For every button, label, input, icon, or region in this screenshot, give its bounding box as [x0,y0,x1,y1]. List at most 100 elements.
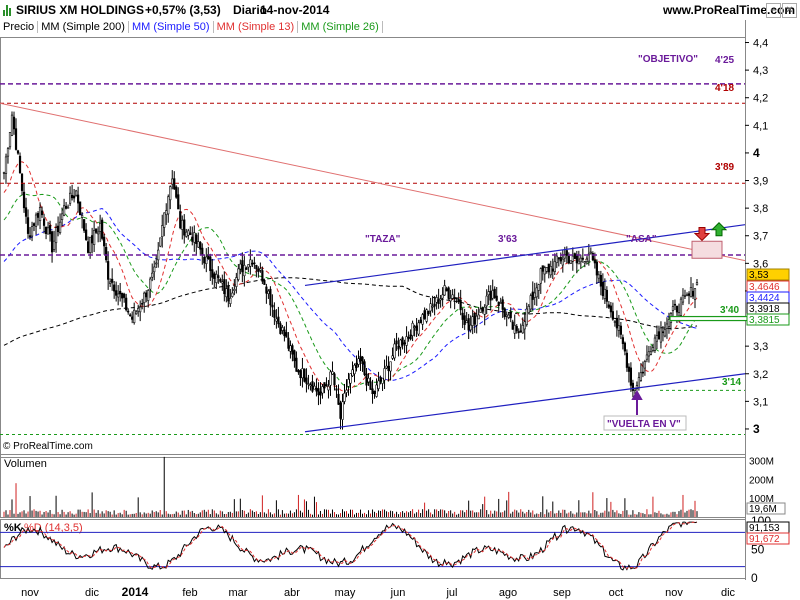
candle-body [563,253,566,259]
candle-body [381,377,384,384]
candle-body [671,306,675,311]
candle-body [319,391,322,396]
candle-body [38,207,42,222]
candle-body [637,377,641,388]
candle-body [283,329,286,337]
candle-body [615,317,618,329]
candle-body [263,279,266,285]
candle-body [343,392,346,402]
candle-body [625,352,628,368]
candle-body [181,219,184,230]
x-tick-label: sep [553,587,571,599]
vuelta-box [603,415,687,431]
candle-body [487,291,490,296]
candle-body [6,148,10,157]
candle-body [451,294,454,299]
candle-body [197,241,200,248]
candle-body [167,196,170,215]
candle-body [553,261,556,272]
candle-body [545,267,548,272]
indicator-legend: Precio MM (Simple 200) MM (Simple 50) MM (S… [0,21,383,36]
candle-body [655,335,659,342]
candle-body [633,388,637,391]
x-tick-label: may [335,587,356,599]
y-tick-label: 3 [753,422,760,436]
site-url[interactable]: www.ProRealTime.com [663,3,796,17]
candle-body [177,194,180,210]
candle-body [231,292,234,297]
candle-body [357,358,360,365]
candle-body [477,314,480,320]
candle-body [58,221,62,234]
candle-body [313,385,316,390]
stoch-k-line [3,521,698,571]
candle-body [105,246,108,261]
candle-body [329,371,332,386]
candle-body [641,371,645,374]
candle-body [46,227,50,235]
candle-body [561,258,564,266]
candle-body [673,303,677,306]
candle-body [325,384,328,387]
candle-body [557,257,560,260]
candle-body [91,235,94,244]
candle-body [377,380,380,389]
stoch-k-label: %K [4,522,22,534]
candle-body [121,292,124,299]
candle-body [323,382,326,389]
candle-body [643,361,647,369]
candle-body [463,315,466,325]
candle-body [621,337,624,344]
candle-body [269,288,272,306]
candle-body [593,259,596,264]
ma26-line [3,193,698,388]
legend-mm200[interactable]: MM (Simple 200) [38,21,129,33]
candle-body [333,373,336,386]
volume-tick-label: 100M [749,494,774,505]
candle-body [221,281,224,284]
candle-body [431,305,434,308]
legend-mm26[interactable]: MM (Simple 26) [298,21,383,33]
candle-body [373,390,376,394]
candle-body [459,299,462,311]
x-tick-label: dic [85,587,100,599]
candle-body [10,114,14,136]
candle-body [533,292,536,298]
close-icon[interactable]: × [782,3,797,18]
candles [2,111,699,430]
legend-mm50[interactable]: MM (Simple 50) [129,21,214,33]
volume-panel-frame [0,454,746,518]
candle-body [471,316,474,326]
candle-body [455,297,458,299]
candle-body [403,342,406,345]
candle-body [267,290,270,295]
candle-body [565,250,568,256]
candle-body [457,298,460,303]
candle-body [693,288,697,300]
candle-body [519,330,522,333]
legend-price[interactable]: Precio [0,21,39,33]
candle-body [421,314,424,325]
candle-body [427,310,430,315]
candle-body [115,290,118,296]
candle-body [125,297,128,311]
candle-body [395,340,398,345]
copyright-text: © ProRealTime.com [3,441,93,452]
legend-mm13[interactable]: MM (Simple 13) [214,21,299,33]
minimize-icon[interactable]: – [766,3,781,18]
candle-body [201,247,204,255]
period: Diario [233,3,268,17]
candle-body [97,231,100,235]
candle-body [415,325,418,331]
y-tick-label: 4,3 [753,65,768,77]
candle-body [589,251,592,254]
candle-body [627,366,631,372]
candle-body [685,294,689,297]
candle-body [387,365,390,372]
candle-body [601,281,604,297]
candle-body [18,155,22,173]
candle-body [507,314,510,318]
ma50-line [3,207,698,381]
candle-body [173,178,176,190]
